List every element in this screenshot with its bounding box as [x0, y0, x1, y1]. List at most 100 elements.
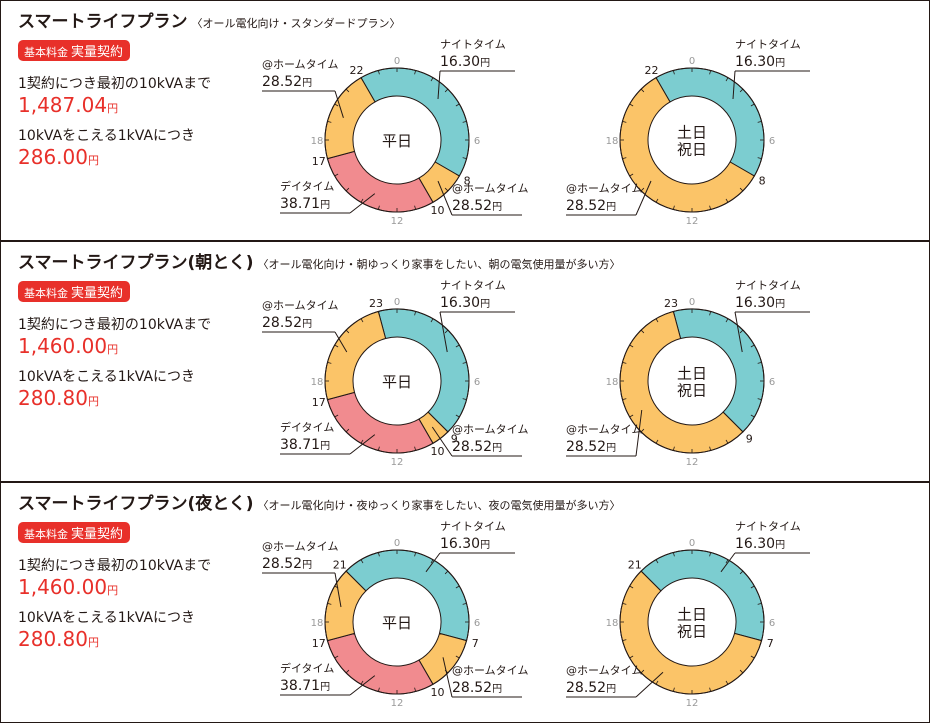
hour-tick — [725, 77, 729, 82]
badge — [18, 522, 130, 543]
time-segment — [324, 76, 376, 160]
callout-name: ナイトタイム — [735, 520, 801, 533]
hour-label: 0 — [394, 297, 400, 308]
callout-price: 38.71円 — [280, 437, 330, 453]
callout-price: 16.30円 — [735, 536, 785, 552]
rate-label: 1契約につき最初の10kVAまで — [18, 316, 211, 333]
center-label: 土日 — [677, 365, 707, 383]
boundary-hour: 7 — [767, 637, 774, 650]
hour-tick — [462, 639, 467, 642]
callout-leader — [334, 90, 344, 118]
hour-tick — [750, 655, 755, 659]
hour-label: 0 — [689, 538, 695, 549]
callout-name: デイタイム — [280, 420, 334, 434]
center-label: 平日 — [382, 614, 412, 632]
hour-tick — [655, 77, 659, 82]
price-value: 28.52 — [566, 439, 606, 455]
time-segment — [326, 632, 434, 695]
plan-title-text: スマートライフプラン(夜とく) — [18, 493, 254, 514]
plan-title: スマートライフプラン 〈オール電化向け・スタンダードプラン〉 — [18, 11, 401, 32]
hour-tick — [622, 602, 627, 605]
boundary-hour: 10 — [431, 686, 445, 699]
badge-label: 基本料金 — [24, 527, 68, 541]
boundary-hour: 10 — [431, 445, 445, 458]
price-value: 16.30 — [440, 295, 480, 311]
ring-outline — [324, 549, 470, 695]
hour-tick — [444, 669, 449, 674]
hour-tick — [750, 585, 755, 589]
hour-tick — [739, 88, 744, 93]
hour-tick — [672, 311, 675, 316]
hour-tick — [360, 318, 364, 323]
hour-label: 6 — [769, 377, 775, 388]
price-unit: 円 — [775, 299, 785, 310]
hour-tick — [725, 439, 729, 444]
hour-tick — [655, 559, 659, 564]
callout-name: @ホームタイム — [566, 664, 642, 677]
price-value: 1,460.00 — [18, 334, 107, 358]
price-value: 286.00 — [18, 145, 88, 169]
price-unit: 円 — [606, 202, 616, 213]
price-unit: 円 — [107, 102, 118, 115]
hour-tick — [444, 428, 449, 433]
hour-tick — [750, 103, 755, 107]
hour-label: 12 — [686, 216, 699, 227]
hour-tick — [629, 103, 634, 107]
callout-price: 28.52円 — [262, 74, 312, 90]
ring-outline — [619, 67, 765, 213]
price-unit: 円 — [302, 78, 312, 89]
boundary-hour: 8 — [464, 175, 471, 188]
price-value: 28.52 — [566, 198, 606, 214]
badge-text: 基本料金 実量契約 — [24, 285, 123, 301]
price-value: 28.52 — [566, 680, 606, 696]
hour-tick — [377, 446, 380, 451]
hour-label: 0 — [689, 56, 695, 67]
badge — [18, 281, 130, 302]
hour-tick — [672, 70, 675, 75]
price-unit: 円 — [320, 200, 330, 211]
boundary-hour: 23 — [369, 297, 383, 310]
callout-price: 28.52円 — [452, 198, 502, 214]
hour-tick — [709, 552, 712, 557]
center-label: 平日 — [382, 373, 412, 391]
badge-label: 実量契約 — [71, 285, 123, 301]
hour-tick — [757, 398, 762, 401]
hour-tick — [444, 570, 449, 575]
hour-tick — [327, 398, 332, 401]
price-value: 16.30 — [440, 54, 480, 70]
boundary-hour: 21 — [333, 559, 347, 572]
hour-tick — [757, 639, 762, 642]
hour-tick — [629, 655, 634, 659]
center-label: 平日 — [382, 132, 412, 150]
boundary-hour: 8 — [759, 175, 766, 188]
hour-tick — [345, 428, 350, 433]
callout-leader — [334, 572, 342, 608]
boundary-hour: 17 — [312, 637, 326, 650]
hour-label: 18 — [311, 618, 324, 629]
callout-name: デイタイム — [280, 179, 334, 193]
callout-name: @ホームタイム — [566, 423, 642, 436]
hour-tick — [757, 120, 762, 123]
badge-label: 基本料金 — [24, 45, 68, 59]
hour-tick — [345, 669, 350, 674]
hour-tick — [455, 414, 460, 418]
price-value: 28.52 — [452, 439, 492, 455]
callout-price: 38.71円 — [280, 196, 330, 212]
hour-tick — [430, 439, 434, 444]
hour-tick — [640, 570, 645, 575]
callout-leader — [732, 70, 736, 100]
price-unit: 円 — [88, 395, 99, 408]
callout-leader — [734, 311, 743, 353]
hour-tick — [725, 318, 729, 323]
callout-name: ナイトタイム — [440, 279, 506, 292]
callout-leader — [334, 331, 348, 353]
boundary-hour: 9 — [451, 432, 458, 445]
callout-leader — [437, 180, 453, 216]
hour-tick — [725, 680, 729, 685]
price-value: 16.30 — [735, 536, 775, 552]
plan-subtitle: 〈オール電化向け・朝ゆっくり家事をしたい、朝の電気使用量が多い方〉 — [258, 257, 621, 271]
hour-tick — [629, 585, 634, 589]
price-unit: 円 — [775, 58, 785, 69]
hour-tick — [629, 173, 634, 177]
plan-title: スマートライフプラン(夜とく) 〈オール電化向け・夜ゆっくり家事をしたい、夜の電気… — [18, 493, 621, 514]
